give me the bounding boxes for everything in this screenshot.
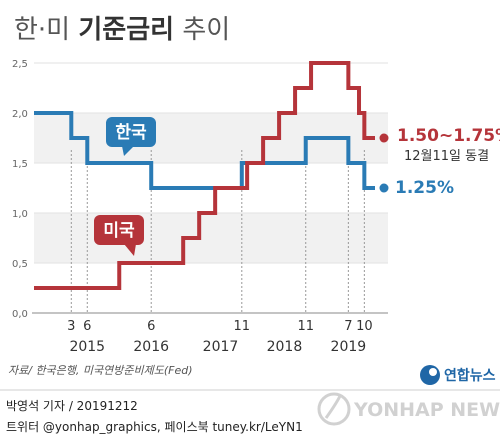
watermark-emblem-stroke <box>324 395 342 419</box>
y-tick-label: 2,5 <box>12 59 28 70</box>
x-tick-label: 6 <box>83 319 91 334</box>
date-guide-lines <box>70 150 365 313</box>
usa-end-note: 12월11일 동결 <box>404 149 489 164</box>
watermark-emblem <box>317 392 351 426</box>
yonhap-logo: 연합뉴스 <box>420 365 496 385</box>
year-labels: 2015 2016 2017 2018 2019 <box>69 339 366 355</box>
year-label: 2017 <box>203 339 239 355</box>
title-part1: 한·미 <box>14 15 78 45</box>
year-label: 2018 <box>267 339 303 355</box>
y-tick-label: 2,0 <box>12 109 28 120</box>
footer-social: 트위터 @yonhap_graphics, 페이스북 tuney.kr/LeYN… <box>6 420 303 434</box>
logo-mark-outer <box>420 365 440 385</box>
footer-byline: 박영석 기자 / 20191212 <box>6 399 138 413</box>
watermark: YONHAP NEWS <box>317 392 500 426</box>
x-tick-label: 3 <box>67 319 75 334</box>
korea-end-label: 1.25% <box>395 178 454 198</box>
title-part3: 추이 <box>174 15 230 45</box>
legend-usa-label: 미국 <box>103 221 135 241</box>
legend-korea-pointer <box>122 146 134 156</box>
y-tick-label: 1,5 <box>12 159 28 170</box>
x-tick-label: 6 <box>147 319 155 334</box>
source-note: 자료/ 한국은행, 미국연방준비제도(Fed) <box>8 364 193 377</box>
watermark-text: YONHAP NEWS <box>353 399 500 421</box>
legend-usa-bg <box>94 215 144 245</box>
legend-korea-label: 한국 <box>115 123 147 143</box>
x-axis-ticks: 3 6 6 11 11 7 10 <box>67 319 372 334</box>
y-tick-label: 0,5 <box>12 259 28 270</box>
title-part2: 기준금리 <box>78 15 174 45</box>
korea-end-marker <box>379 183 389 193</box>
legend-korea: 한국 <box>106 117 156 156</box>
y-axis-ticks: 0,0 0,5 1,0 1,5 2,0 2,5 <box>12 59 28 320</box>
logo-mark-inner <box>429 368 437 376</box>
year-label: 2015 <box>69 339 105 355</box>
usa-rate-line <box>34 61 375 290</box>
x-tick-label: 11 <box>234 319 251 334</box>
grid-band <box>34 213 388 263</box>
series-lines <box>34 61 375 290</box>
x-tick-label: 11 <box>297 319 314 334</box>
y-tick-label: 0,0 <box>12 309 28 320</box>
x-tick-label: 7 <box>344 319 352 334</box>
legend-usa: 미국 <box>94 215 144 256</box>
year-label: 2016 <box>133 339 169 355</box>
legend-korea-bg <box>106 117 156 147</box>
x-tick-label: 10 <box>356 319 373 334</box>
chart-title: 한·미 기준금리 추이 <box>14 15 230 45</box>
usa-end-label: 1.50~1.75% <box>397 126 500 146</box>
usa-end-marker <box>379 133 389 143</box>
year-label: 2019 <box>331 339 367 355</box>
legend-usa-pointer <box>124 244 136 256</box>
y-tick-label: 1,0 <box>12 209 28 220</box>
korea-rate-line <box>34 111 375 190</box>
series-end-markers <box>379 133 389 193</box>
logo-text: 연합뉴스 <box>444 367 496 384</box>
